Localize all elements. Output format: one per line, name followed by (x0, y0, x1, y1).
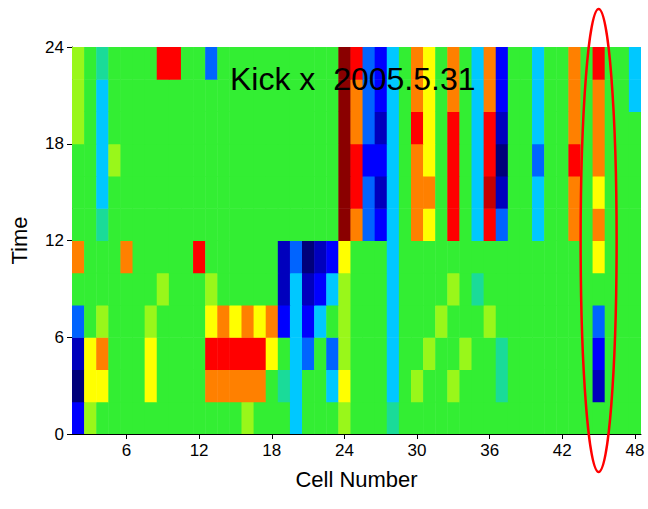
svg-text:0: 0 (55, 425, 64, 444)
svg-text:24: 24 (335, 441, 354, 460)
svg-text:30: 30 (408, 441, 427, 460)
svg-text:48: 48 (625, 441, 644, 460)
svg-text:6: 6 (122, 441, 131, 460)
svg-text:Time: Time (7, 216, 32, 264)
svg-text:24: 24 (45, 38, 64, 57)
svg-text:36: 36 (480, 441, 499, 460)
svg-text:Kick x 2005.5.31: Kick x 2005.5.31 (230, 61, 475, 97)
svg-text:18: 18 (45, 134, 64, 153)
svg-text:12: 12 (45, 231, 64, 250)
svg-text:6: 6 (55, 328, 64, 347)
svg-text:Cell Number: Cell Number (295, 467, 417, 492)
svg-text:18: 18 (262, 441, 281, 460)
svg-text:12: 12 (190, 441, 209, 460)
svg-text:42: 42 (553, 441, 572, 460)
